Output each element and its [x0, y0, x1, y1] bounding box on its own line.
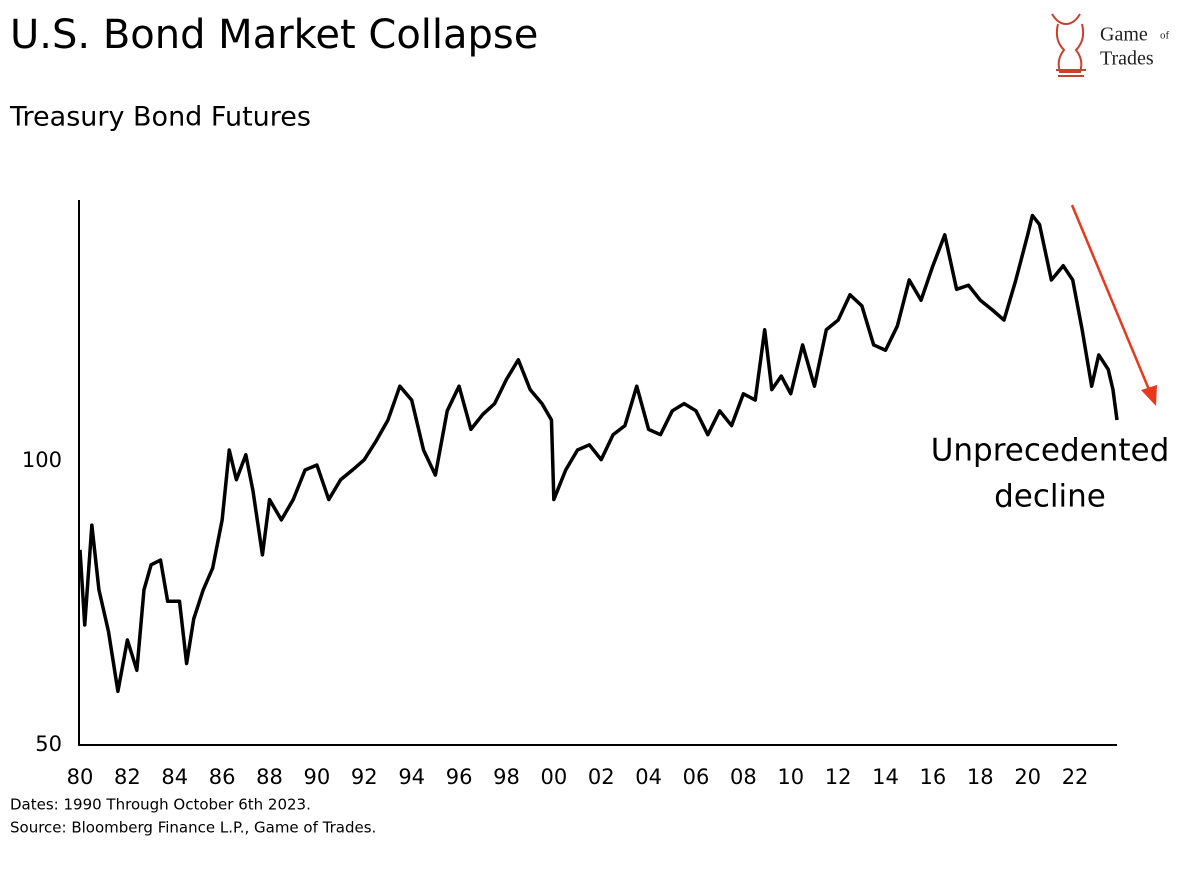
x-tick-label: 92 [351, 765, 378, 789]
x-tick-label: 94 [398, 765, 425, 789]
logo-text: Trades [1100, 48, 1154, 70]
x-tick-label: 08 [730, 765, 757, 789]
chart-title: U.S. Bond Market Collapse [10, 12, 538, 58]
logo-text: Game [1100, 24, 1148, 46]
annotation-arrow [1070, 204, 1152, 393]
x-tick-label: 12 [825, 765, 852, 789]
x-tick-label: 82 [114, 765, 141, 789]
x-tick-label: 80 [67, 765, 94, 789]
footnote: Dates: 1990 Through October 6th 2023. [10, 796, 311, 814]
x-tick-label: 10 [777, 765, 804, 789]
x-tick-label: 22 [1062, 765, 1089, 789]
x-tick-label: 86 [209, 765, 236, 789]
line-series [78, 213, 1119, 694]
annotation: Unprecedented [931, 433, 1170, 469]
x-tick-label: 02 [588, 765, 615, 789]
annotation-arrowhead [1141, 385, 1157, 406]
x-tick-label: 16 [920, 765, 947, 789]
x-tick-label: 18 [967, 765, 994, 789]
logo: Game of Trades [1051, 13, 1170, 77]
logo-icon [1051, 13, 1086, 77]
x-tick-label: 14 [872, 765, 899, 789]
footnote: Source: Bloomberg Finance L.P., Game of … [10, 819, 376, 837]
x-tick-label: 98 [493, 765, 520, 789]
x-tick-label: 96 [446, 765, 473, 789]
annotation: decline [994, 479, 1106, 515]
x-tick-label: 00 [540, 765, 567, 789]
x-tick-label: 20 [1014, 765, 1041, 789]
x-tick-label: 06 [683, 765, 710, 789]
x-tick-label: 90 [304, 765, 331, 789]
y-tick-label: 50 [35, 732, 62, 756]
x-tick-label: 84 [161, 765, 188, 789]
chart-subtitle: Treasury Bond Futures [9, 102, 311, 133]
y-tick-label: 100 [22, 448, 62, 472]
x-tick-label: 04 [635, 765, 662, 789]
x-tick-label: 88 [256, 765, 283, 789]
logo-text: of [1160, 30, 1170, 42]
